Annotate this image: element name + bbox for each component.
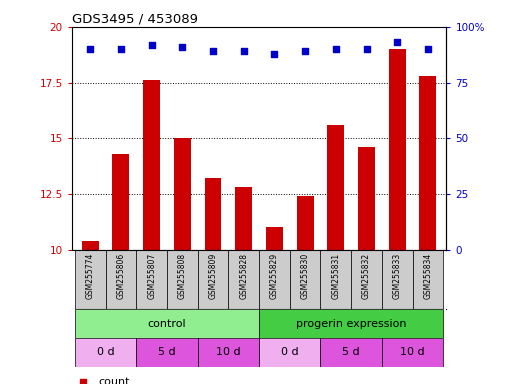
Bar: [412, 250, 443, 309]
Point: [424, 46, 432, 52]
Bar: [143, 80, 160, 250]
Bar: [297, 196, 313, 250]
Bar: [167, 250, 198, 309]
Text: GSM255834: GSM255834: [423, 253, 432, 299]
Text: GSM255832: GSM255832: [362, 253, 371, 299]
Bar: [259, 250, 290, 309]
Bar: [136, 250, 167, 309]
Point: [240, 48, 248, 55]
Text: GSM255830: GSM255830: [301, 253, 310, 299]
Text: GSM255828: GSM255828: [239, 253, 248, 299]
Text: 10 d: 10 d: [400, 347, 425, 358]
Bar: [75, 309, 259, 338]
Bar: [106, 250, 136, 309]
Text: 10 d: 10 d: [216, 347, 241, 358]
Bar: [382, 338, 443, 367]
Point: [332, 46, 340, 52]
Text: 0 d: 0 d: [281, 347, 299, 358]
Bar: [321, 338, 382, 367]
Text: 5 d: 5 d: [158, 347, 176, 358]
Text: control: control: [148, 318, 186, 329]
Bar: [382, 250, 412, 309]
Bar: [358, 147, 375, 250]
Text: GSM255774: GSM255774: [86, 253, 95, 299]
Text: GSM255829: GSM255829: [270, 253, 279, 299]
Point: [148, 41, 156, 48]
Text: progerin expression: progerin expression: [296, 318, 406, 329]
Bar: [259, 338, 321, 367]
Text: GSM255831: GSM255831: [331, 253, 340, 299]
Text: GSM255806: GSM255806: [116, 253, 126, 299]
Text: 0 d: 0 d: [97, 347, 114, 358]
Bar: [235, 187, 252, 250]
Point: [79, 379, 87, 384]
Text: 5 d: 5 d: [342, 347, 360, 358]
Text: GSM255807: GSM255807: [147, 253, 156, 299]
Bar: [82, 241, 98, 250]
Bar: [112, 154, 129, 250]
Point: [362, 46, 370, 52]
Text: GSM255809: GSM255809: [208, 253, 218, 299]
Point: [393, 40, 401, 46]
Text: GDS3495 / 453089: GDS3495 / 453089: [72, 13, 198, 26]
Bar: [351, 250, 382, 309]
Bar: [266, 227, 283, 250]
Text: GSM255833: GSM255833: [392, 253, 402, 299]
Bar: [321, 250, 351, 309]
Bar: [75, 338, 136, 367]
Text: count: count: [98, 377, 130, 384]
Bar: [174, 138, 191, 250]
Point: [178, 44, 186, 50]
Point: [301, 48, 309, 55]
Bar: [420, 76, 437, 250]
Point: [270, 51, 279, 57]
Bar: [198, 250, 228, 309]
Point: [86, 46, 94, 52]
Bar: [75, 250, 106, 309]
Bar: [259, 309, 443, 338]
Point: [209, 48, 217, 55]
Point: [117, 46, 125, 52]
Bar: [205, 178, 222, 250]
Bar: [136, 338, 198, 367]
Bar: [228, 250, 259, 309]
Text: GSM255808: GSM255808: [178, 253, 187, 299]
Bar: [290, 250, 321, 309]
Bar: [198, 338, 259, 367]
Bar: [389, 49, 406, 250]
Bar: [327, 125, 344, 250]
